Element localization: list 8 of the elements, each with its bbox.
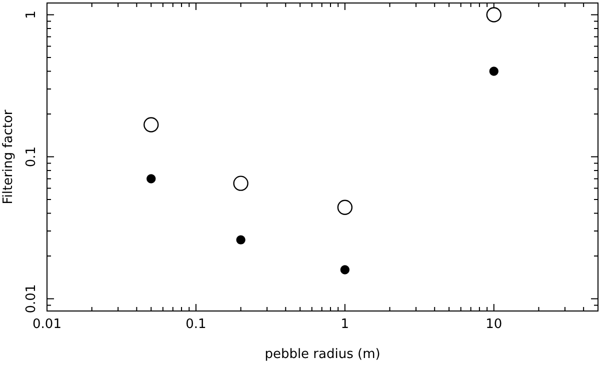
- y-tick-label: 0.01: [24, 284, 39, 314]
- x-axis-title: pebble radius (m): [264, 347, 380, 362]
- x-tick-label: 10: [486, 317, 502, 332]
- x-tick-label: 0.1: [186, 317, 206, 332]
- y-tick-label: 1: [24, 10, 39, 19]
- y-tick-label: 0.1: [24, 146, 39, 168]
- y-axis-title: Filtering factor: [1, 109, 16, 204]
- x-tick-label: 1: [340, 317, 350, 332]
